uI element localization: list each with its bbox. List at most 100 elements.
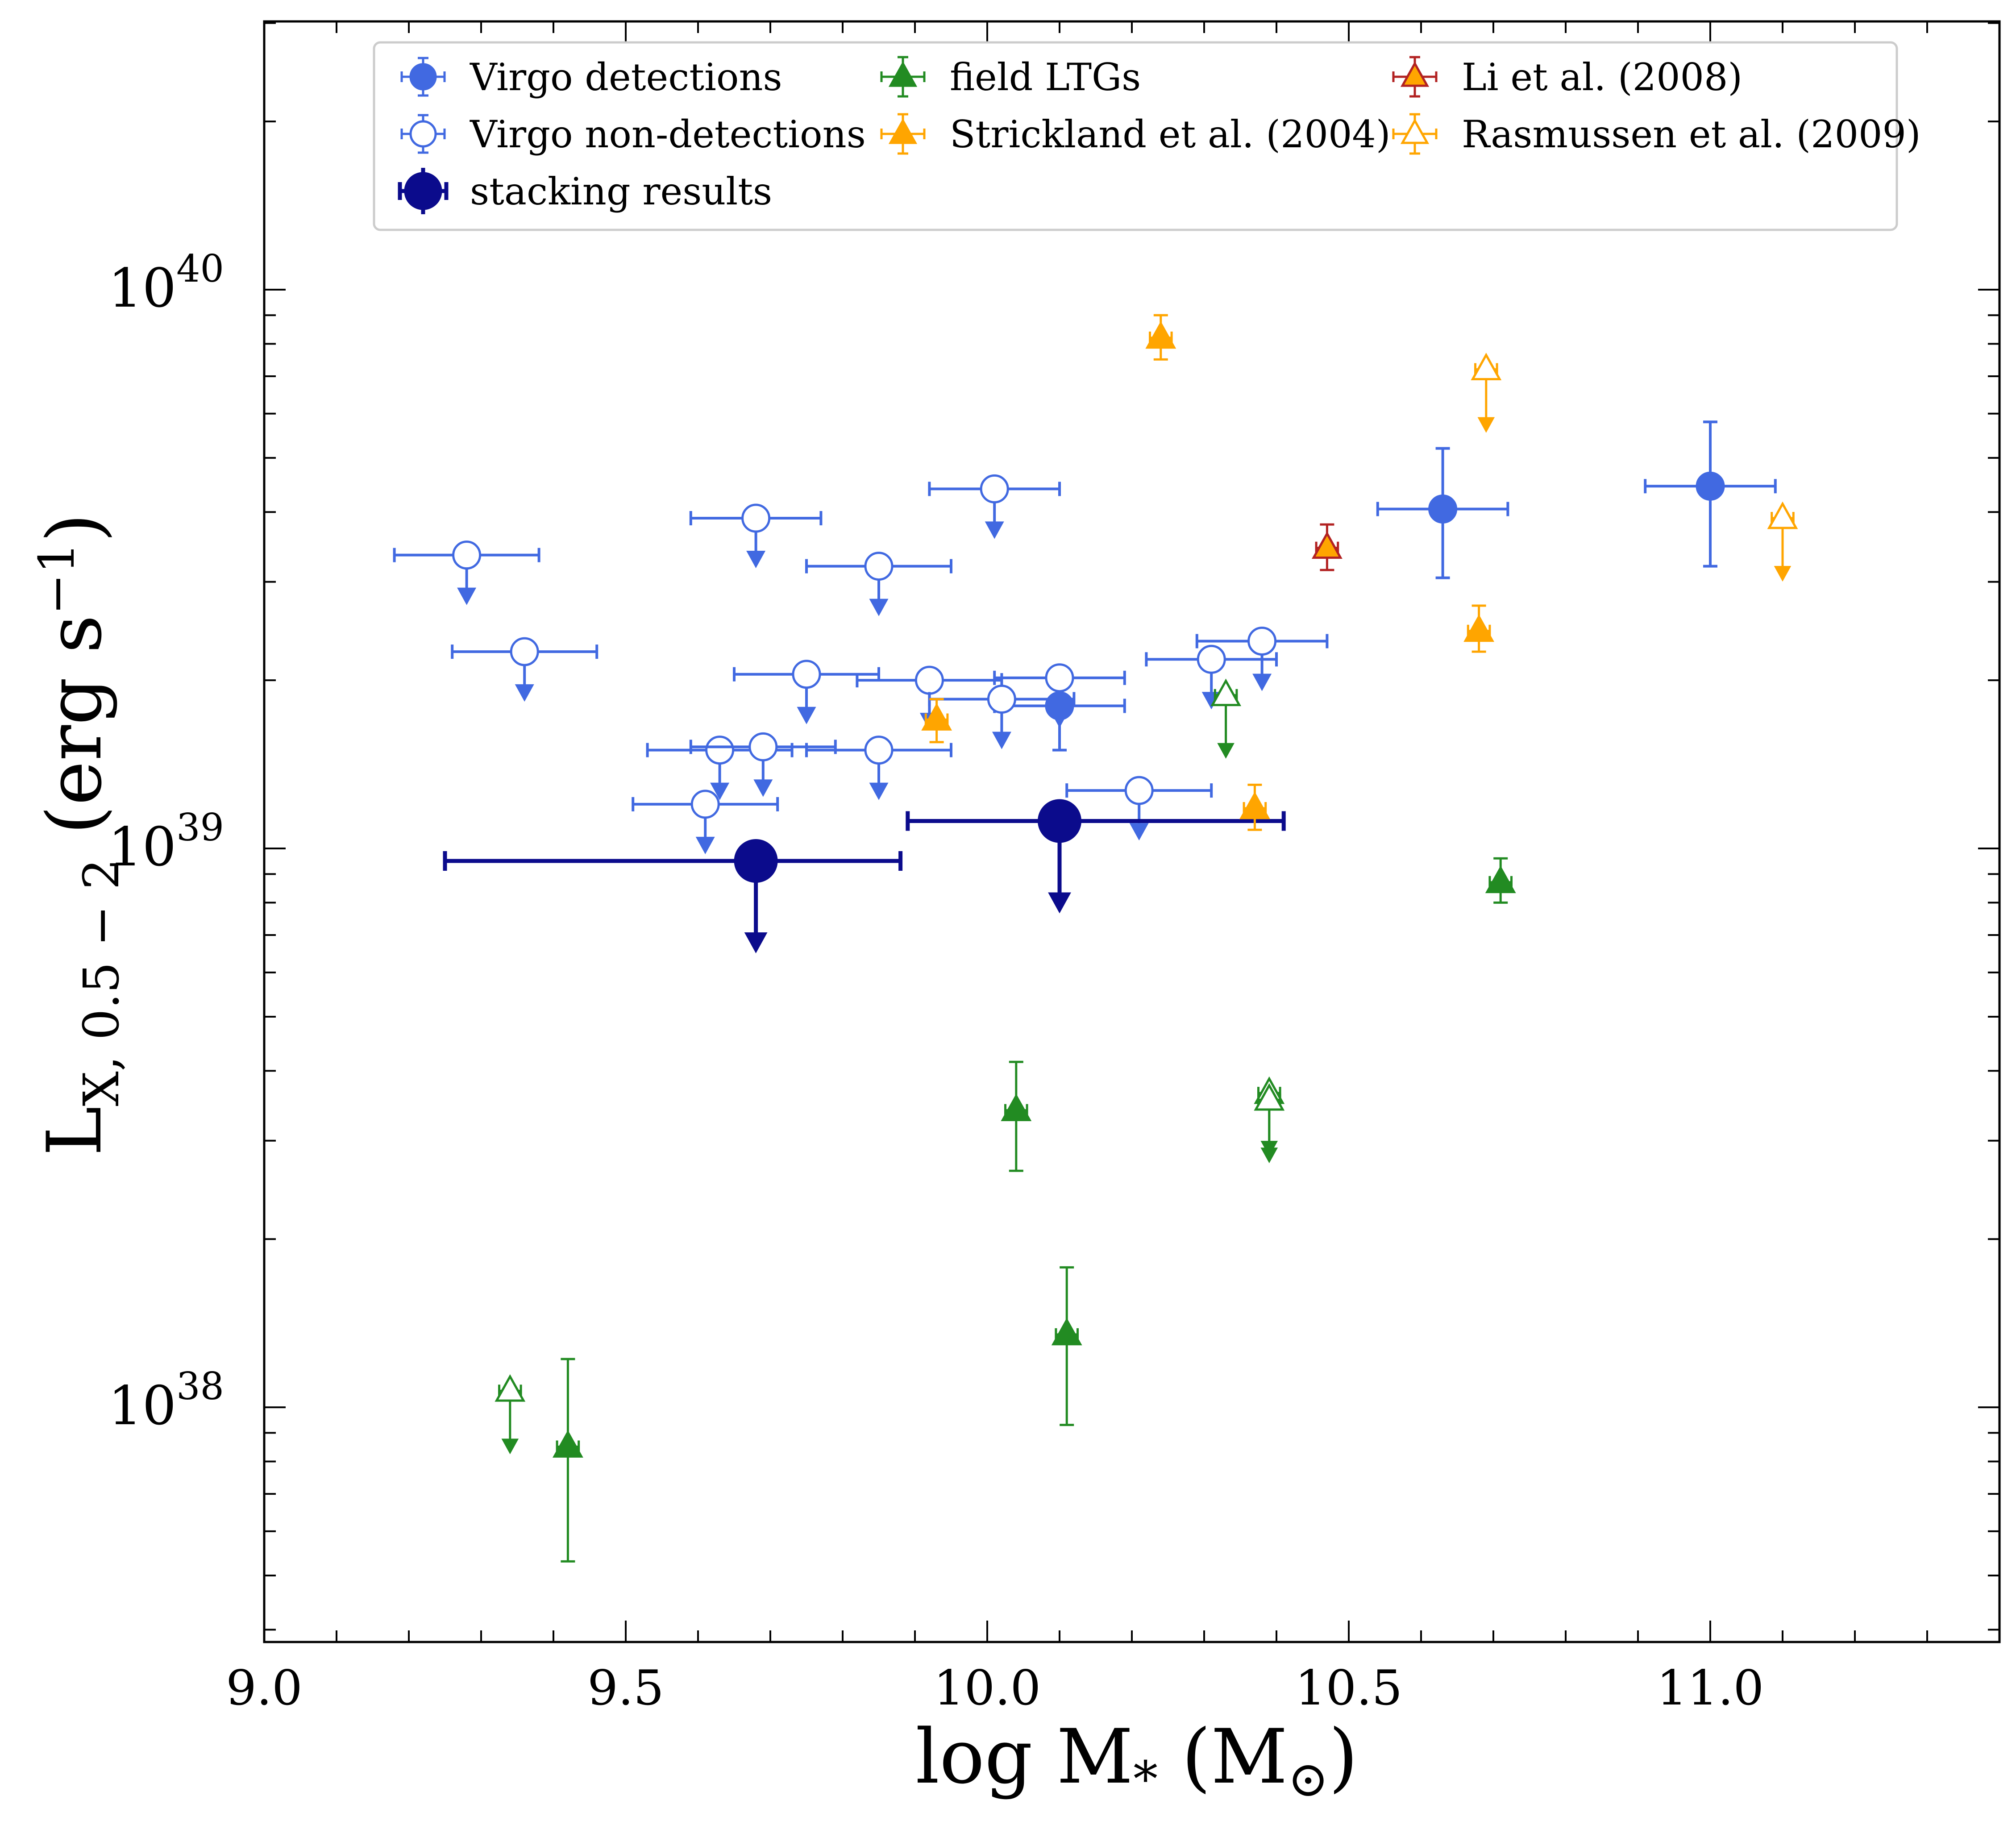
field-point-4-marker	[495, 1374, 526, 1402]
virgo_nondet-point-0	[393, 540, 540, 605]
virgo_nondet-point-5-upper-arrow-head	[753, 779, 773, 797]
x-axis-label-part: log M	[915, 1713, 1133, 1800]
legend-entry-virgo_nondet: Virgo non-detections	[400, 112, 866, 156]
virgo_nondet-point-15-upper-arrow-head	[1252, 673, 1272, 691]
virgo_nondet-point-7-marker	[864, 552, 894, 581]
x-axis-label-part: (M	[1158, 1713, 1288, 1800]
series-rasmussen	[1471, 353, 1798, 582]
legend-label: Virgo detections	[470, 55, 782, 99]
strickland-point-1	[1145, 314, 1176, 361]
legend-label: Rasmussen et al. (2009)	[1462, 112, 1921, 156]
x-axis-label-part: ⊙	[1288, 1750, 1329, 1808]
stack-point-0	[443, 839, 903, 954]
legend-rasmussen-marker	[1400, 118, 1430, 144]
stack-point-1	[906, 799, 1286, 914]
virgo_nondet-point-15-marker	[1247, 626, 1277, 656]
strickland-point-1-marker	[1145, 321, 1176, 349]
series-field	[495, 678, 1516, 1563]
y-tick-label: 1039	[108, 806, 224, 878]
virgo_nondet-point-0-marker	[452, 540, 482, 570]
virgo_nondet-point-3-marker	[705, 736, 735, 765]
virgo_nondet-point-6	[733, 660, 880, 724]
stack-point-1-upper-arrow-head	[1048, 892, 1071, 914]
strickland-point-3	[1463, 604, 1495, 653]
virgo_nondet-point-10-marker	[980, 474, 1009, 503]
virgo_nondet-point-5-marker	[748, 732, 778, 761]
y-axis-label: LX, 0.5 − 2 (erg s−1)	[28, 513, 130, 1156]
field-point-5-marker	[1210, 678, 1242, 707]
virgo_nondet-point-10	[928, 474, 1061, 539]
virgo_nondet-point-4-upper-arrow-head	[746, 551, 766, 569]
legend-stack-marker	[404, 172, 442, 210]
virgo_det-point-2	[1644, 420, 1777, 568]
virgo_det-point-2-marker	[1696, 471, 1725, 501]
virgo_nondet-point-4	[689, 503, 823, 569]
virgo_nondet-point-8	[805, 736, 952, 800]
legend-virgo_det-marker	[409, 63, 437, 91]
series-li	[1311, 523, 1343, 571]
legend-entry-rasmussen: Rasmussen et al. (2009)	[1392, 112, 1921, 156]
field-point-1	[1001, 1060, 1032, 1172]
field-point-0-marker	[552, 1430, 583, 1458]
virgo_det-point-1	[1376, 447, 1509, 579]
rasmussen-point-0	[1471, 353, 1502, 433]
virgo_nondet-point-9-marker	[914, 665, 944, 695]
y-tick-base: 10	[108, 258, 176, 320]
legend-strickland-marker	[888, 118, 918, 144]
legend-entry-li: Li et al. (2008)	[1392, 55, 1742, 99]
legend-label: stacking results	[470, 170, 772, 213]
legend: Virgo detections Virgo non-detections stac…	[373, 41, 1921, 231]
virgo_nondet-point-12-upper-arrow-head	[1050, 710, 1069, 728]
stack-point-1-marker	[1038, 799, 1081, 843]
virgo_nondet-point-2	[632, 790, 779, 854]
y-tick-base: 10	[108, 816, 176, 878]
y-tick-base: 10	[108, 1375, 176, 1437]
virgo_nondet-point-5	[689, 732, 837, 797]
virgo_nondet-point-7-upper-arrow-head	[869, 599, 889, 616]
strickland-point-2-marker	[1239, 791, 1270, 819]
virgo_nondet-point-3-upper-arrow-head	[710, 782, 730, 800]
legend-entry-virgo_det: Virgo detections	[400, 55, 782, 99]
stack-point-0-upper-arrow-head	[744, 932, 768, 954]
y-axis-label-part: L	[31, 1106, 118, 1156]
virgo_nondet-point-1-upper-arrow-head	[515, 684, 534, 702]
field-point-7-marker	[1254, 1083, 1285, 1111]
virgo_nondet-point-13-marker	[1124, 776, 1154, 805]
field-point-2-marker	[1051, 1318, 1082, 1346]
virgo_nondet-point-10-upper-arrow-head	[985, 521, 1004, 539]
x-axis-label: log M* (M⊙)	[915, 1713, 1358, 1808]
legend-frame	[373, 41, 1898, 231]
y-tick-exponent: 38	[176, 1364, 224, 1408]
field-point-2	[1051, 1266, 1082, 1426]
y-tick-label: 1038	[108, 1364, 224, 1437]
virgo_det-point-1-marker	[1428, 494, 1458, 524]
x-tick-label: 10.5	[1295, 1660, 1402, 1716]
data-marks	[393, 314, 1798, 1563]
series-virgo_det	[993, 420, 1777, 752]
x-tick-label: 11.0	[1657, 1660, 1764, 1716]
li-point-0-marker	[1311, 531, 1343, 559]
field-point-5-upper-arrow-head	[1217, 743, 1235, 759]
x-axis-label-part: *	[1133, 1750, 1158, 1808]
virgo_nondet-point-2-marker	[690, 790, 720, 819]
field-point-3	[1485, 857, 1516, 904]
x-tick-label: 10.0	[934, 1660, 1041, 1716]
virgo_nondet-point-0-upper-arrow-head	[457, 587, 477, 605]
li-point-0	[1311, 523, 1343, 571]
y-axis-label-part: (erg s	[31, 615, 118, 859]
x-tick-label: 9.5	[587, 1660, 664, 1716]
field-point-3-marker	[1485, 865, 1516, 894]
virgo_nondet-point-11-upper-arrow-head	[992, 732, 1011, 749]
rasmussen-point-0-marker	[1471, 353, 1502, 380]
rasmussen-point-0-upper-arrow-head	[1477, 417, 1495, 433]
virgo_nondet-point-6-marker	[792, 660, 821, 689]
y-tick-exponent: 39	[176, 806, 224, 849]
strickland-point-3-marker	[1463, 614, 1495, 642]
legend-label: Strickland et al. (2004)	[950, 112, 1391, 156]
legend-li-marker	[1400, 61, 1430, 87]
field-point-5	[1210, 678, 1242, 759]
virgo_nondet-point-4-marker	[741, 503, 771, 533]
